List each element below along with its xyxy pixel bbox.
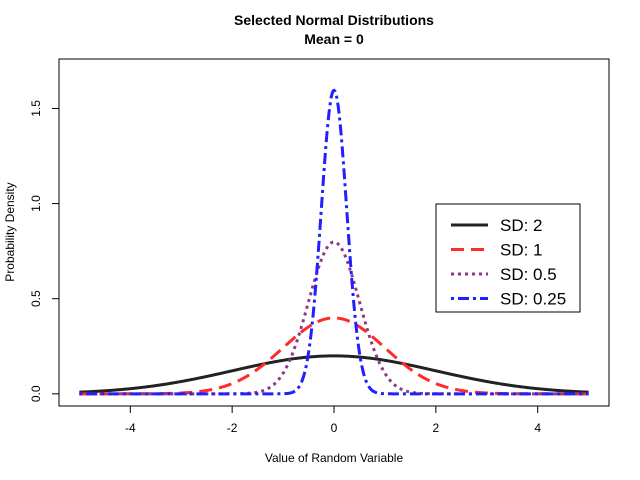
legend-label: SD: 1 <box>500 241 543 260</box>
legend-label: SD: 2 <box>500 216 543 235</box>
series-line <box>78 354 590 394</box>
series-line <box>78 240 590 396</box>
y-tick-label: 1.5 <box>29 100 43 117</box>
x-tick-label: 4 <box>534 421 541 435</box>
chart-title: Selected Normal Distributions <box>234 12 434 28</box>
y-tick-label: 1.0 <box>29 195 43 212</box>
x-tick-label: -4 <box>125 421 136 435</box>
y-axis: 0.0 0.5 1.0 1.5 <box>29 100 60 402</box>
legend-label: SD: 0.5 <box>500 265 557 284</box>
x-tick-label: -2 <box>227 421 238 435</box>
x-tick-label: 0 <box>331 421 338 435</box>
x-tick-label: 2 <box>433 421 440 435</box>
x-axis: -4 -2 0 2 4 <box>125 405 541 435</box>
y-tick-label: 0.5 <box>29 290 43 307</box>
legend-label: SD: 0.25 <box>500 290 566 309</box>
legend: SD: 2 SD: 1 SD: 0.5 SD: 0.25 <box>435 203 581 313</box>
chart-subtitle: Mean = 0 <box>304 31 364 47</box>
legend-box <box>435 203 581 313</box>
y-axis-label: Probability Density <box>3 182 17 281</box>
series-line <box>78 88 590 396</box>
y-tick-label: 0.0 <box>29 385 43 402</box>
series-layer <box>78 88 590 396</box>
x-axis-label: Value of Random Variable <box>265 451 404 465</box>
